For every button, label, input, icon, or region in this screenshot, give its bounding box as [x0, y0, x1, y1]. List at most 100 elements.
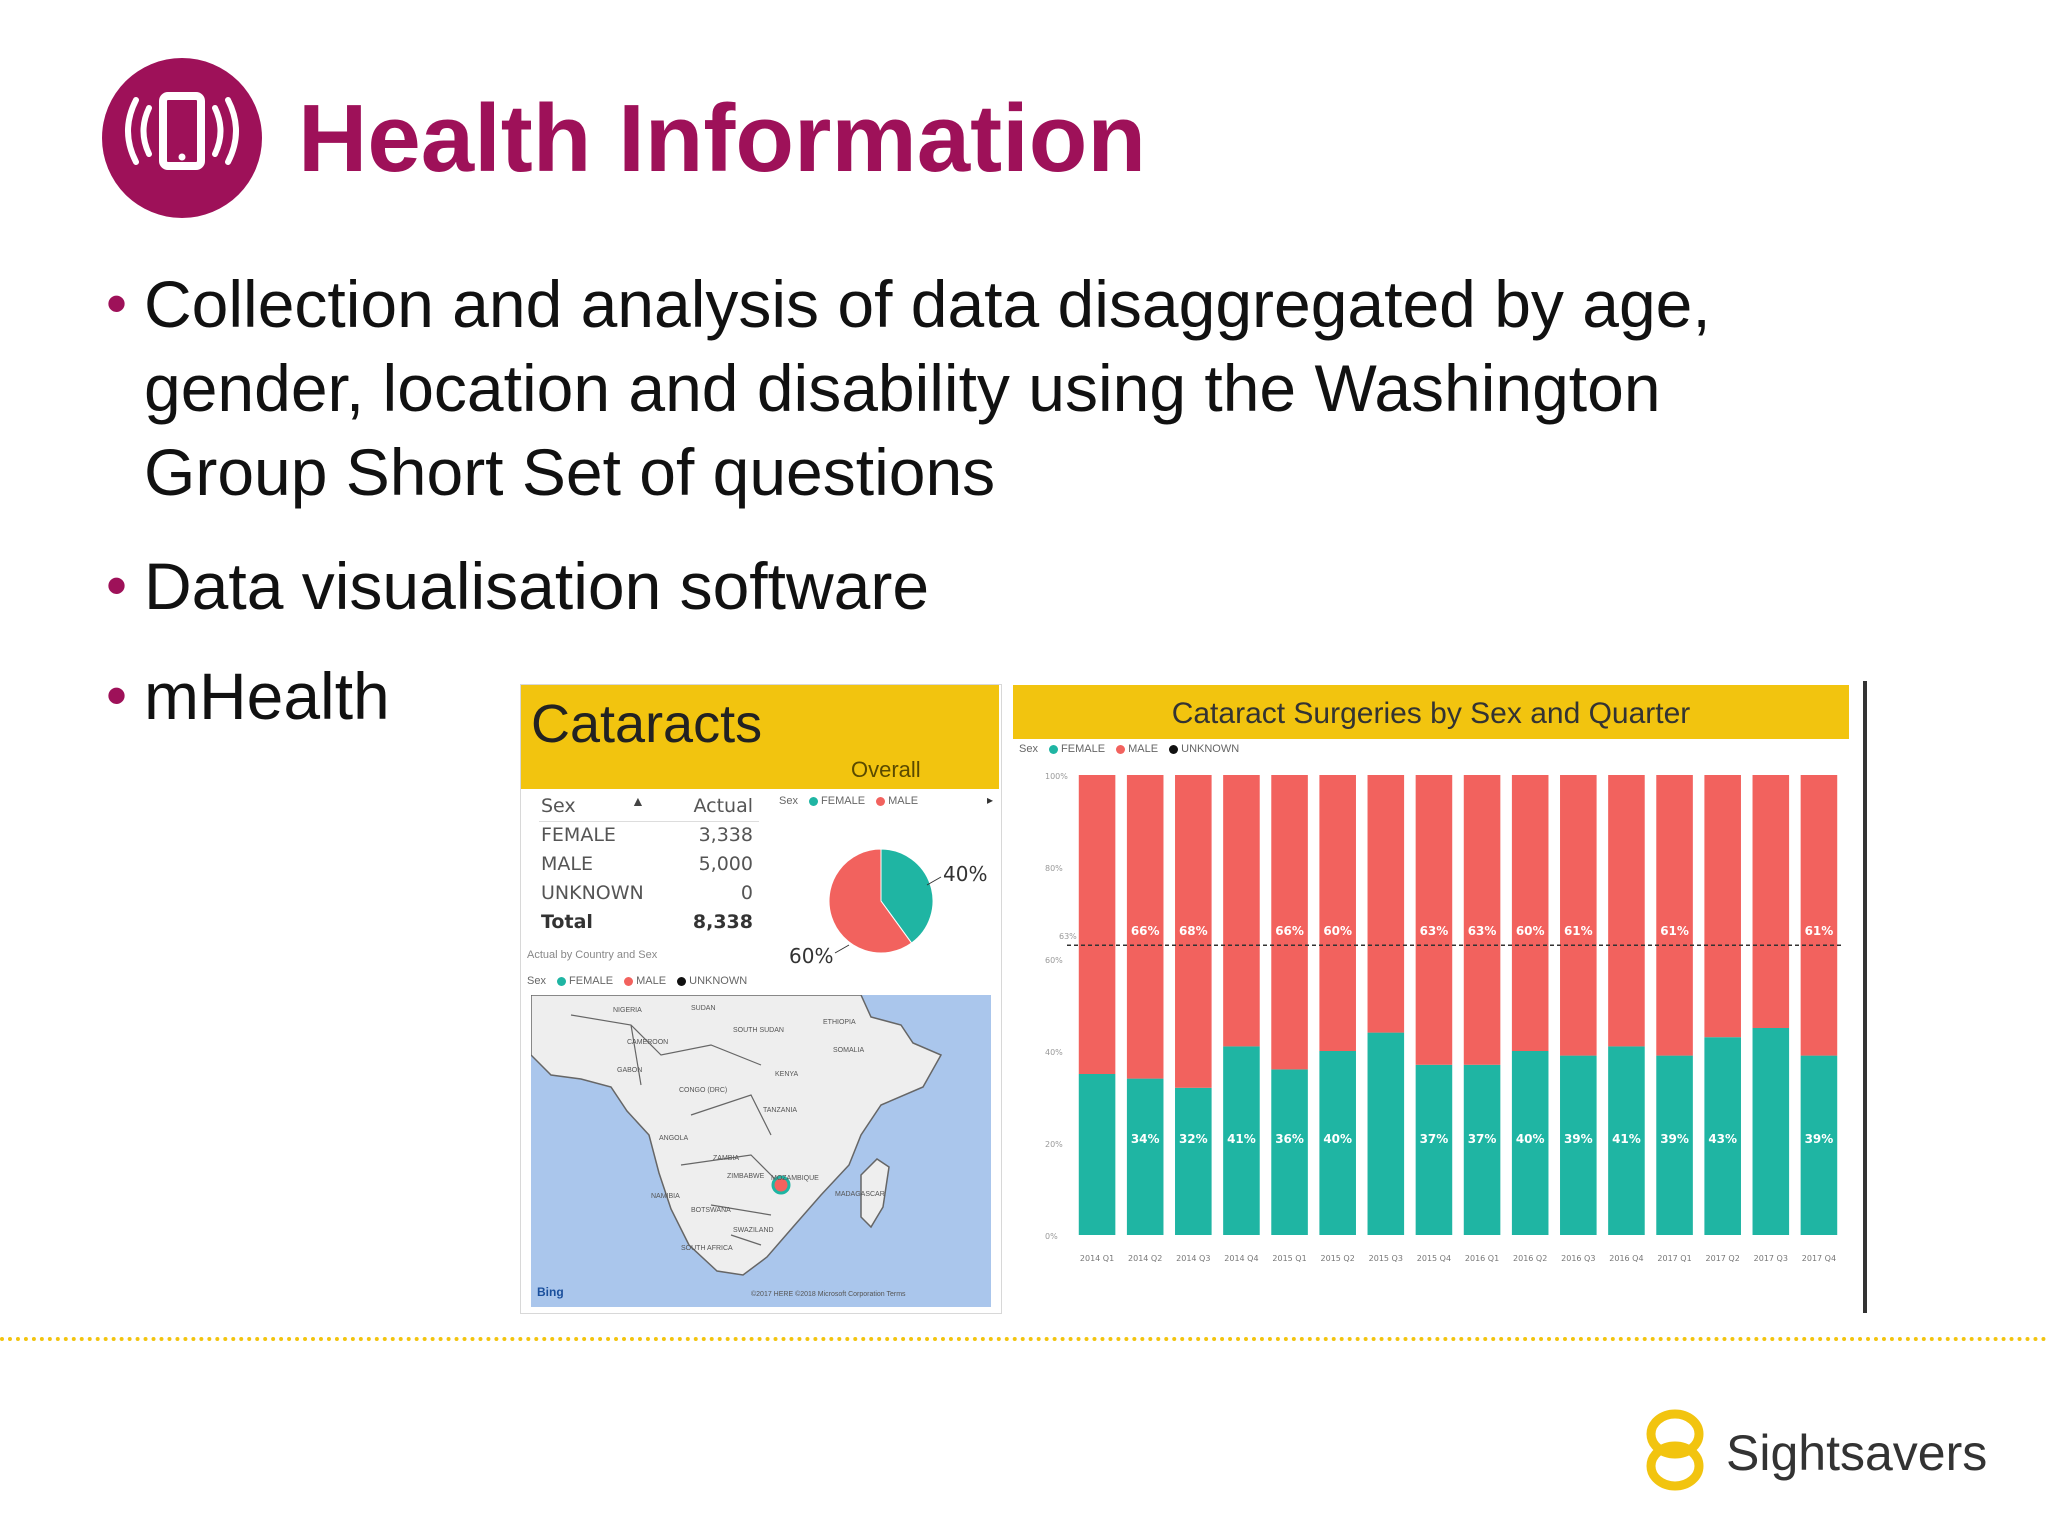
- bing-logo: Bing: [537, 1285, 564, 1299]
- bar-segment-male[interactable]: [1078, 775, 1116, 1074]
- legend-item: UNKNOWN: [1181, 743, 1240, 755]
- africa-map-shape: [531, 995, 943, 1276]
- bar-data-label: 39%: [1564, 1132, 1593, 1146]
- table-cell-actual: 3,338: [698, 824, 753, 846]
- bar-segment-female[interactable]: [1800, 1055, 1838, 1235]
- bar-segment-female[interactable]: [1463, 1064, 1501, 1235]
- bar-segment-male[interactable]: [1367, 775, 1405, 1033]
- stacked-bar-chart: 0% 20% 40% 60% 80% 100% 2014 Q1 34% 66% 2014 Q2 32…: [1045, 772, 1843, 1263]
- bar-segment-male[interactable]: [1608, 775, 1645, 1047]
- y-tick-label: 20%: [1045, 1140, 1063, 1149]
- bar-segment-female[interactable]: [1319, 1051, 1356, 1235]
- bar-data-label: 66%: [1275, 924, 1304, 938]
- bar-segment-male[interactable]: [1704, 775, 1741, 1038]
- bar-segment-female[interactable]: [1271, 1069, 1308, 1235]
- map-label: SUDAN: [691, 1005, 716, 1012]
- x-tick-label: 2014 Q4: [1224, 1254, 1258, 1263]
- bullet-marker: •: [106, 552, 128, 619]
- chevron-right-icon[interactable]: ▸: [987, 793, 994, 807]
- bar-segment-female[interactable]: [1223, 1046, 1260, 1235]
- bar-segment-female[interactable]: [1656, 1055, 1693, 1235]
- map-label: NIGERIA: [613, 1007, 642, 1014]
- y-tick-label: 0%: [1045, 1232, 1058, 1241]
- map-legend: Sex FEMALE MALE UNKNOWN: [527, 975, 747, 987]
- bar-segment-female[interactable]: [1126, 1078, 1164, 1235]
- table-cell-actual: 5,000: [698, 853, 753, 875]
- x-tick-label: 2016 Q2: [1513, 1254, 1547, 1263]
- bar-segment-female[interactable]: [1175, 1087, 1212, 1235]
- y-tick-label: 60%: [1045, 956, 1063, 965]
- bullet-text-line: Collection and analysis of data disaggre…: [144, 267, 1711, 341]
- table-header-actual[interactable]: Actual: [693, 795, 753, 817]
- x-tick-label: 2017 Q1: [1657, 1254, 1691, 1263]
- x-tick-label: 2017 Q2: [1706, 1254, 1740, 1263]
- map-attribution[interactable]: ©2017 HERE ©2018 Microsoft Corporation T…: [751, 1291, 906, 1298]
- overall-label: Overall: [851, 757, 921, 782]
- bar-data-label: 61%: [1564, 924, 1593, 938]
- bar-segment-female[interactable]: [1415, 1064, 1453, 1235]
- map-label: ZIMBABWE: [727, 1173, 765, 1180]
- pie-leader-line: [834, 944, 850, 954]
- map-label: MOZAMBIQUE: [771, 1175, 819, 1182]
- bar-segment-male[interactable]: [1415, 775, 1453, 1065]
- legend-item: FEMALE: [569, 975, 614, 987]
- bullet-text-line: Data visualisation software: [144, 549, 930, 623]
- bar-data-label: 40%: [1516, 1132, 1545, 1146]
- bar-segment-female[interactable]: [1560, 1055, 1597, 1235]
- map-label: KENYA: [775, 1071, 799, 1078]
- x-tick-label: 2015 Q2: [1321, 1254, 1355, 1263]
- bar-segment-male[interactable]: [1319, 775, 1356, 1051]
- pie-data-label: 60%: [789, 944, 833, 968]
- pie-slice-female[interactable]: [880, 848, 934, 944]
- bullet-text-line: gender, location and disability using th…: [144, 351, 1661, 425]
- y-tick-label: 80%: [1045, 864, 1063, 873]
- pie-legend: Sex FEMALE MALE: [779, 795, 918, 807]
- sex-table: Sex ▲ Actual FEMALE 3,338 MALE 5,000 UNK…: [521, 789, 779, 909]
- bar-data-label: 39%: [1660, 1132, 1689, 1146]
- bar-chart-title: Cataract Surgeries by Sex and Quarter: [1171, 697, 1691, 730]
- table-cell-actual: 0: [740, 882, 753, 904]
- map-label: TANZANIA: [763, 1107, 798, 1114]
- legend-item: FEMALE: [821, 795, 866, 807]
- bar-segment-female[interactable]: [1511, 1051, 1549, 1235]
- bar-segment-male[interactable]: [1800, 775, 1838, 1056]
- bar-segment-female[interactable]: [1704, 1037, 1741, 1235]
- map-label: ETHIOPIA: [823, 1019, 856, 1026]
- bar-segment-male[interactable]: [1271, 775, 1308, 1070]
- bar-chart-legend: Sex FEMALE MALE UNKNOWN: [1019, 743, 1239, 755]
- map-label: CAMEROON: [627, 1039, 669, 1046]
- cataracts-header: Cataracts Overall: [521, 685, 999, 789]
- bar-data-label: 34%: [1131, 1132, 1160, 1146]
- bar-segment-female[interactable]: [1367, 1032, 1405, 1235]
- bar-segment-female[interactable]: [1078, 1074, 1116, 1235]
- bar-segment-male[interactable]: [1560, 775, 1597, 1056]
- bar-data-label: 39%: [1805, 1132, 1834, 1146]
- map-label: SOUTH SUDAN: [733, 1027, 784, 1034]
- x-tick-label: 2016 Q3: [1561, 1254, 1595, 1263]
- map-label: NAMIBIA: [651, 1193, 680, 1200]
- table-header-sex[interactable]: Sex: [541, 795, 576, 817]
- x-tick-label: 2014 Q2: [1128, 1254, 1162, 1263]
- bar-segment-male[interactable]: [1463, 775, 1501, 1065]
- overall-pie-chart: 40% 60%: [789, 848, 987, 968]
- sort-ascending-icon[interactable]: ▲: [631, 793, 645, 809]
- map-label: GABON: [617, 1067, 643, 1074]
- legend-label: Sex: [1019, 743, 1038, 755]
- cataracts-dashboard-panel: Cataracts Overall Sex ▲ Actual FEMALE 3,…: [520, 684, 1002, 1314]
- bar-segment-female[interactable]: [1608, 1046, 1645, 1235]
- bar-segment-male[interactable]: [1175, 775, 1212, 1088]
- bar-segment-male[interactable]: [1656, 775, 1693, 1056]
- bullet-marker: •: [106, 270, 128, 337]
- map-label: ANGOLA: [659, 1135, 689, 1142]
- bar-segment-female[interactable]: [1752, 1028, 1790, 1235]
- bar-data-label: 40%: [1323, 1132, 1352, 1146]
- bar-data-label: 37%: [1420, 1132, 1449, 1146]
- bar-segment-male[interactable]: [1126, 775, 1164, 1079]
- pie-slice-male[interactable]: [828, 848, 913, 954]
- bar-data-label: 41%: [1612, 1132, 1641, 1146]
- africa-map[interactable]: NIGERIA CONGO (DRC) TANZANIA ANGOLA ZAMB…: [531, 995, 991, 1307]
- bar-segment-male[interactable]: [1752, 775, 1790, 1028]
- sightsavers-logo-text: Sightsavers: [1726, 1425, 1988, 1481]
- bar-segment-male[interactable]: [1223, 775, 1260, 1047]
- bar-segment-male[interactable]: [1511, 775, 1549, 1051]
